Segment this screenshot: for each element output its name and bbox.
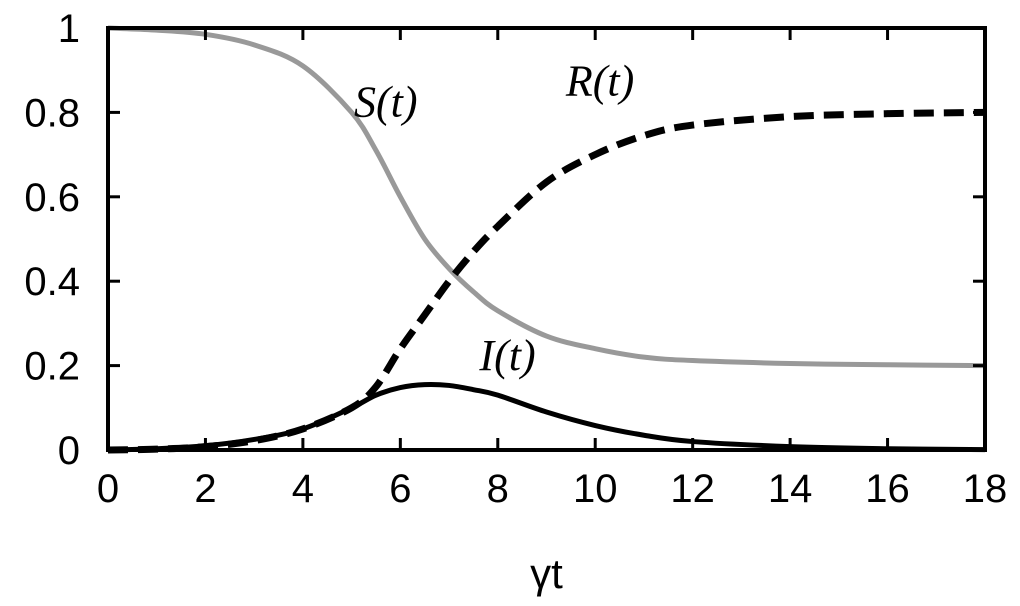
y-tick-label: 1 [58,7,80,51]
x-tick-label: 4 [292,467,314,511]
y-tick-label: 0.6 [24,176,80,220]
x-tick-label: 8 [487,467,509,511]
curve-label-i-t: I(t) [478,331,535,380]
x-tick-label: 14 [768,467,813,511]
y-tick-label: 0.2 [24,345,80,389]
x-tick-label: 12 [670,467,715,511]
x-tick-label: 18 [963,467,1008,511]
x-tick-label: 2 [194,467,216,511]
annotation-layer: S(t) R(t) I(t) [354,57,634,380]
y-tick-label: 0.8 [24,91,80,135]
series-line-i-t [107,381,986,453]
x-tick-label: 10 [573,467,618,511]
axis-layer: 0 2 4 6 8 10 12 14 16 18 0 0.2 0.4 0.6 0.8 1 [24,7,1007,511]
series-line-r-t [107,108,986,454]
x-tick-label: 16 [865,467,910,511]
series-layer [107,25,986,454]
y-tick-label: 0.4 [24,260,80,304]
x-tick-label: 0 [97,467,119,511]
y-tick-label: 0 [58,429,80,473]
curve-label-r-t: R(t) [565,57,634,106]
series-line-s-t [107,25,986,369]
plot-frame [106,26,987,452]
x-axis-label: γt [530,550,563,597]
curve-label-s-t: S(t) [354,78,418,127]
x-tick-label: 6 [389,467,411,511]
